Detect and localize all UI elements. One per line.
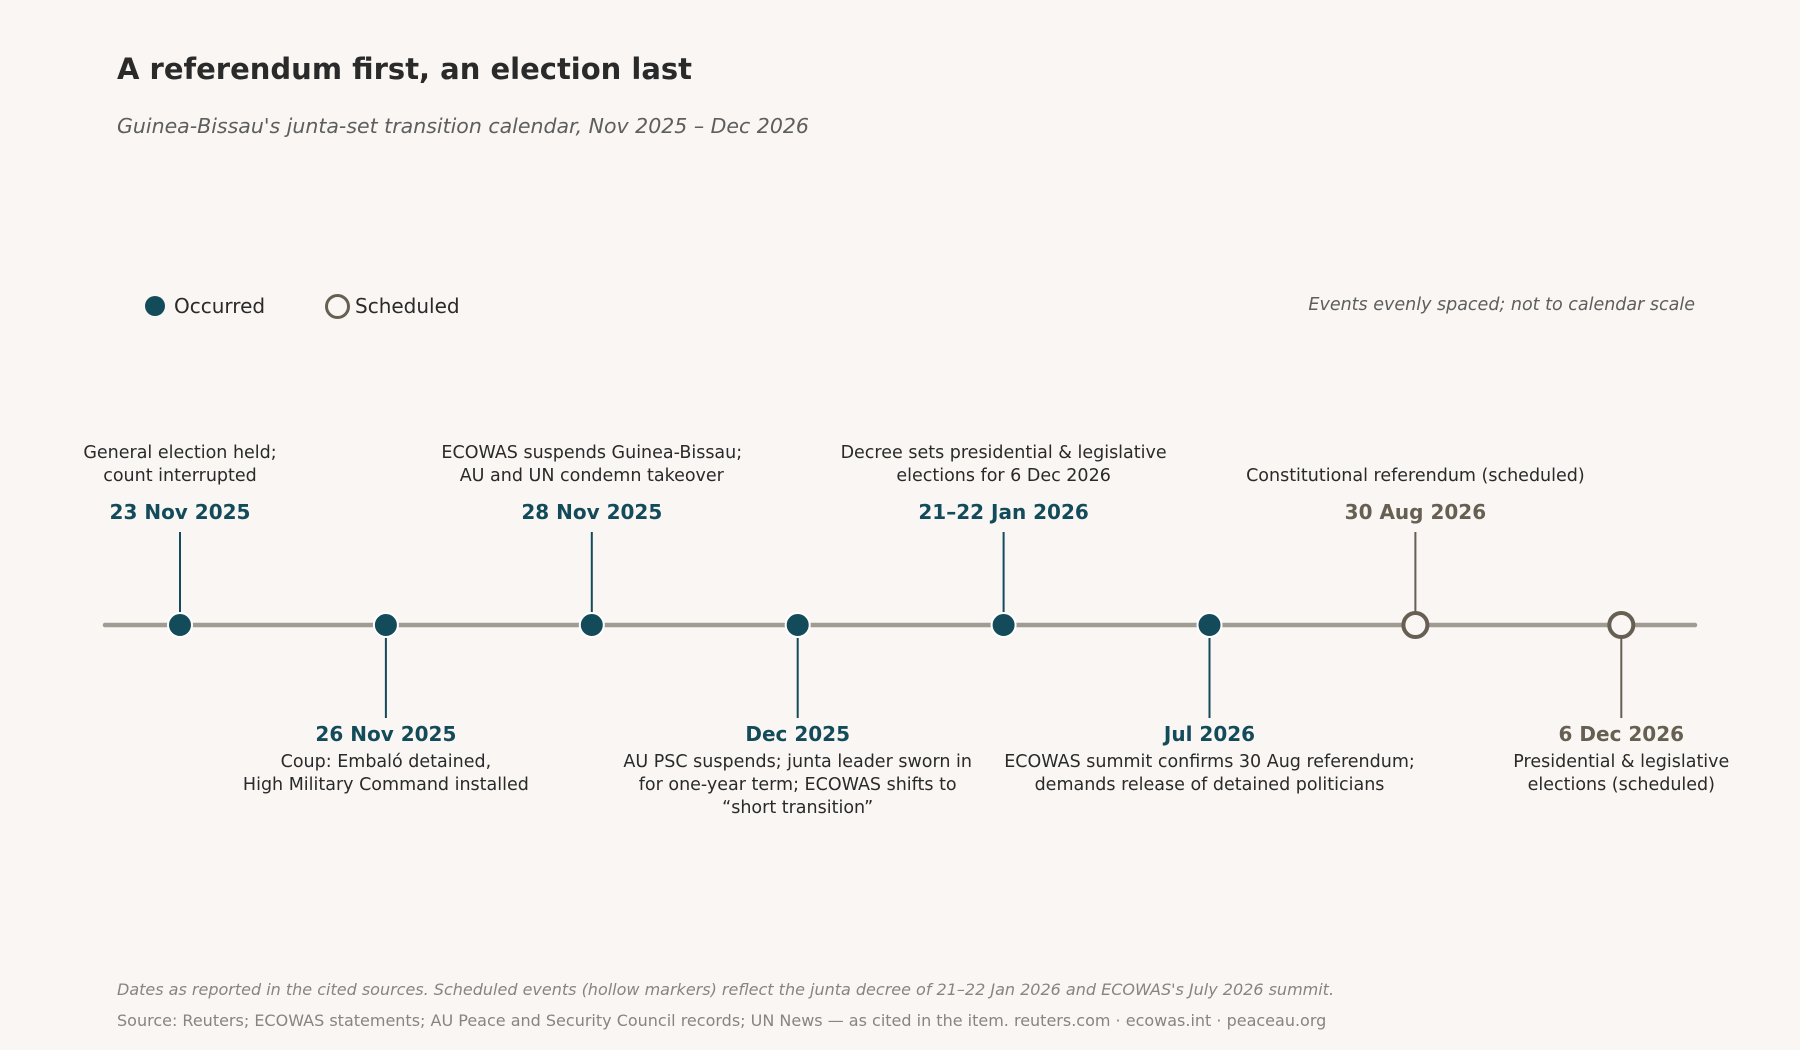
hollow-circle-icon	[325, 293, 350, 319]
event-description: Presidential & legislative elections (sc…	[1513, 752, 1730, 795]
footer-note: Dates as reported in the cited sources. …	[117, 980, 1335, 999]
event-date: 23 Nov 2025	[109, 500, 251, 524]
event-date: Jul 2026	[1163, 722, 1256, 746]
legend-item-scheduled: Scheduled	[325, 293, 460, 319]
event-date: Dec 2025	[745, 722, 851, 746]
scale-note: Events evenly spaced; not to calendar sc…	[1308, 295, 1695, 315]
event-marker-occurred	[784, 612, 811, 638]
event-description: Decree sets presidential & legislative e…	[840, 443, 1167, 486]
event-description: ECOWAS suspends Guinea-Bissau; AU and UN…	[441, 443, 743, 486]
event-date: 26 Nov 2025	[315, 722, 457, 746]
footer-source: Source: Reuters; ECOWAS statements; AU P…	[117, 1011, 1327, 1030]
legend-item-occurred: Occurred	[145, 293, 265, 319]
event-marker-occurred	[1196, 612, 1223, 638]
event-date: 28 Nov 2025	[521, 500, 663, 524]
event-date: 21–22 Jan 2026	[918, 500, 1089, 524]
timeline-markers	[167, 611, 1636, 639]
legend-label-occurred: Occurred	[174, 294, 266, 318]
chart-title: A referendum first, an election last	[117, 52, 693, 86]
event-description: AU PSC suspends; junta leader sworn in f…	[623, 752, 972, 818]
event-description: ECOWAS summit confirms 30 Aug referendum…	[1004, 752, 1415, 795]
event-marker-occurred	[578, 612, 605, 638]
event-marker-scheduled	[1607, 611, 1636, 639]
event-description: Constitutional referendum (scheduled)	[1246, 466, 1585, 486]
chart-subtitle: Guinea-Bissau's junta-set transition cal…	[117, 114, 809, 138]
event-marker-scheduled	[1401, 611, 1430, 639]
event-marker-occurred	[167, 612, 193, 638]
event-date: 30 Aug 2026	[1344, 500, 1487, 524]
event-date: 6 Dec 2026	[1558, 722, 1685, 746]
event-description: General election held; count interrupted	[83, 443, 277, 486]
event-marker-occurred	[372, 612, 399, 638]
filled-circle-icon	[145, 296, 165, 316]
timeline-stems	[179, 532, 1623, 718]
legend-label-scheduled: Scheduled	[355, 294, 460, 318]
event-marker-occurred	[990, 612, 1017, 638]
event-description: Coup: Embaló detained, High Military Com…	[242, 752, 529, 795]
